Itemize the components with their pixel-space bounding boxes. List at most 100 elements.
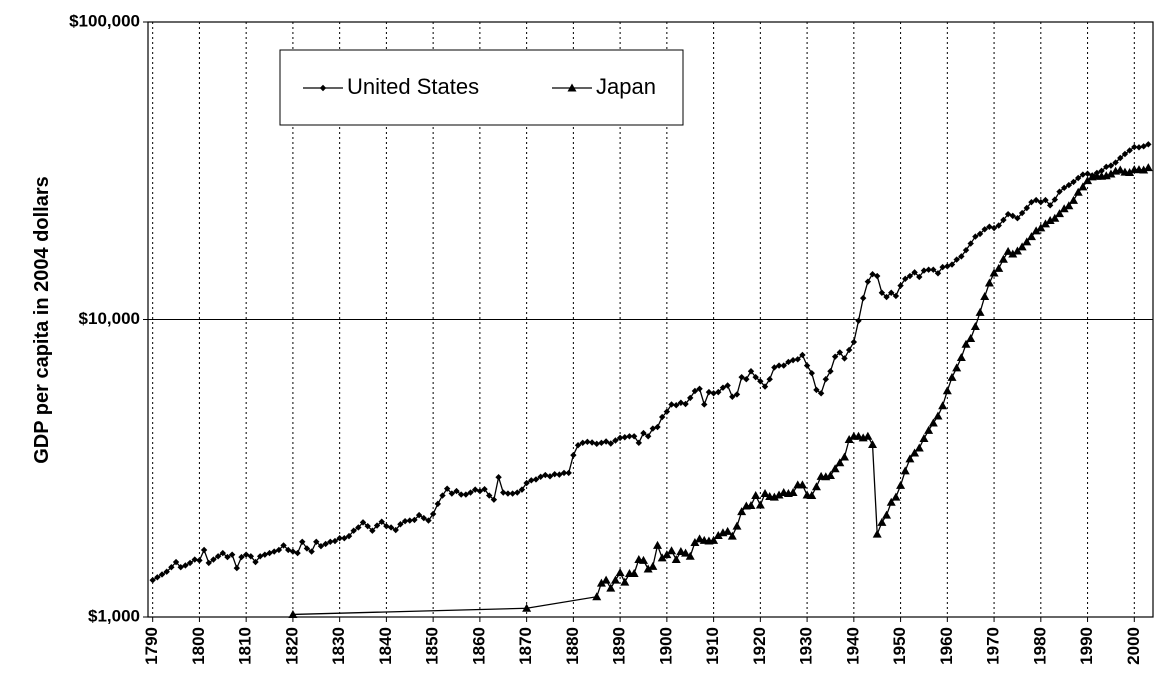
data-point	[154, 574, 161, 581]
data-point	[673, 402, 680, 409]
data-point	[769, 492, 779, 501]
data-point	[588, 439, 596, 446]
data-point	[224, 553, 231, 561]
data-point	[942, 386, 952, 395]
data-point	[369, 527, 376, 534]
data-point	[911, 269, 918, 276]
data-point	[944, 263, 951, 270]
data-point	[939, 263, 946, 271]
data-point	[429, 510, 437, 518]
data-point	[542, 471, 549, 479]
data-point	[844, 435, 854, 444]
data-point	[457, 491, 465, 498]
data-point	[794, 356, 801, 363]
data-point	[626, 433, 633, 440]
data-point	[691, 387, 699, 395]
data-point	[1098, 167, 1105, 175]
data-point	[612, 437, 619, 444]
x-tick-label: 1790	[142, 627, 161, 665]
data-point	[629, 569, 639, 578]
data-point	[616, 434, 624, 442]
data-point	[872, 529, 882, 538]
data-point	[886, 497, 896, 506]
data-point	[158, 571, 166, 578]
data-point	[584, 438, 591, 446]
x-tick-label: 1840	[376, 627, 395, 665]
x-tick-label: 1860	[469, 627, 488, 665]
data-point	[737, 507, 747, 516]
data-point	[952, 363, 962, 372]
data-point	[709, 535, 719, 544]
data-point	[1112, 159, 1119, 166]
data-point	[462, 491, 470, 498]
data-point	[1121, 150, 1129, 158]
data-point	[425, 517, 432, 524]
data-point	[453, 487, 460, 495]
data-point	[910, 448, 920, 457]
data-point	[743, 375, 750, 383]
data-point	[808, 369, 815, 377]
data-point	[760, 489, 770, 498]
data-point	[313, 538, 320, 545]
data-point	[1003, 246, 1013, 255]
data-point	[643, 564, 653, 573]
data-point	[685, 551, 695, 560]
data-point	[961, 339, 971, 348]
y-tick-label: $10,000	[79, 309, 140, 328]
data-point	[1050, 213, 1060, 222]
data-point	[1032, 196, 1040, 204]
data-point	[687, 394, 694, 402]
data-point	[667, 546, 677, 555]
data-point	[897, 282, 904, 289]
data-point	[835, 458, 845, 467]
data-point	[341, 535, 348, 542]
data-point	[401, 517, 409, 525]
data-point	[1045, 215, 1055, 224]
data-point	[1000, 216, 1007, 224]
data-point	[766, 375, 773, 383]
data-point	[845, 346, 853, 354]
data-point	[1040, 219, 1050, 228]
data-point	[247, 553, 255, 560]
data-point	[1014, 215, 1021, 222]
data-point	[252, 558, 259, 566]
data-point	[869, 270, 876, 278]
data-point	[434, 500, 442, 508]
data-point	[934, 270, 942, 277]
data-point	[1115, 165, 1125, 174]
data-point	[729, 393, 736, 400]
data-point	[1056, 188, 1063, 195]
data-point	[888, 289, 895, 296]
plot-frame	[147, 21, 1154, 618]
data-point	[733, 391, 741, 398]
data-point	[448, 490, 456, 497]
data-point	[1126, 147, 1133, 154]
data-point	[621, 434, 628, 441]
data-point	[364, 522, 371, 530]
data-point	[476, 487, 484, 495]
x-tick-label: 1810	[236, 627, 255, 665]
data-point	[831, 353, 839, 360]
data-point	[606, 583, 616, 592]
x-tick-label: 1950	[890, 627, 909, 665]
data-point	[830, 464, 840, 473]
data-point	[467, 489, 474, 496]
data-point	[933, 411, 943, 420]
data-point	[168, 564, 175, 571]
data-point	[233, 564, 241, 572]
data-point	[761, 383, 769, 390]
data-point	[938, 401, 948, 410]
data-point	[336, 535, 343, 542]
x-tick-label: 1940	[843, 627, 862, 665]
x-tick-label: 1960	[937, 627, 956, 665]
data-point	[601, 575, 611, 584]
data-point	[785, 358, 792, 366]
data-point	[780, 362, 787, 369]
data-point	[956, 353, 966, 362]
data-point	[355, 524, 362, 531]
x-tick-label: 1820	[282, 627, 301, 665]
data-point	[1060, 184, 1068, 192]
data-point	[986, 223, 993, 230]
data-point	[373, 522, 381, 529]
